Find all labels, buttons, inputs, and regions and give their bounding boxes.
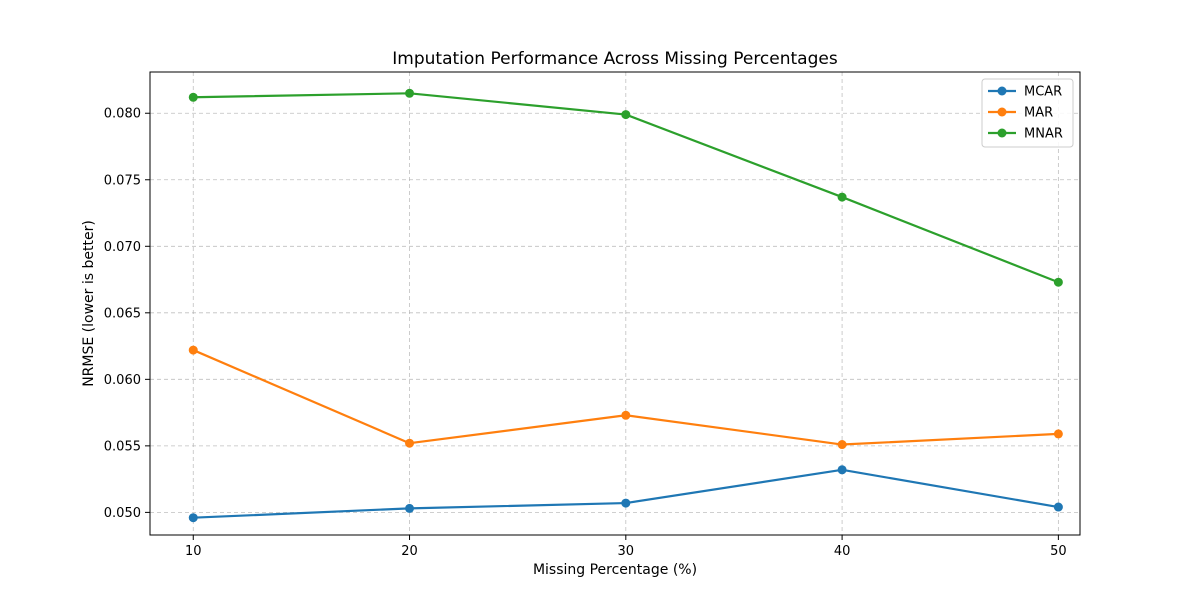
data-point-mar bbox=[188, 345, 198, 355]
legend-label-mnar: MNAR bbox=[1024, 127, 1063, 142]
y-tick-label: 0.060 bbox=[104, 373, 141, 388]
legend-label-mcar: MCAR bbox=[1024, 85, 1062, 100]
legend-marker-mar bbox=[997, 107, 1007, 117]
series-mar bbox=[188, 345, 1063, 450]
y-axis-label: NRMSE (lower is better) bbox=[81, 220, 97, 387]
data-point-mcar bbox=[1053, 502, 1063, 512]
series-layer bbox=[188, 88, 1063, 523]
data-point-mcar bbox=[837, 465, 847, 475]
x-tick-label: 40 bbox=[834, 544, 851, 559]
y-tick-label: 0.065 bbox=[104, 306, 141, 321]
plot-frame bbox=[149, 71, 1081, 536]
x-tick-label: 50 bbox=[1050, 544, 1067, 559]
x-axis-label: Missing Percentage (%) bbox=[533, 562, 697, 578]
data-point-mnar bbox=[188, 92, 198, 102]
x-tick-label: 30 bbox=[618, 544, 635, 559]
y-tick-label: 0.080 bbox=[104, 107, 141, 122]
data-point-mnar bbox=[1053, 277, 1063, 287]
y-tick-label: 0.075 bbox=[104, 173, 141, 188]
data-point-mcar bbox=[621, 498, 631, 508]
x-tick-label: 20 bbox=[401, 544, 418, 559]
series-mcar bbox=[188, 465, 1063, 523]
data-point-mnar bbox=[621, 110, 631, 120]
x-tick-label: 10 bbox=[185, 544, 202, 559]
y-tick-label: 0.070 bbox=[104, 240, 141, 255]
legend: MCAR MAR MNAR bbox=[981, 78, 1074, 148]
data-point-mar bbox=[1053, 429, 1063, 439]
legend-label-mar: MAR bbox=[1024, 106, 1053, 121]
data-point-mcar bbox=[405, 503, 415, 513]
series-mnar bbox=[188, 88, 1063, 287]
data-point-mnar bbox=[405, 88, 415, 98]
legend-marker-mcar bbox=[997, 86, 1007, 96]
data-point-mar bbox=[837, 440, 847, 450]
data-point-mnar bbox=[837, 192, 847, 202]
chart-title: Imputation Performance Across Missing Pe… bbox=[392, 49, 838, 69]
y-tick-label: 0.050 bbox=[104, 506, 141, 521]
y-tick-label: 0.055 bbox=[104, 439, 141, 454]
data-point-mcar bbox=[188, 513, 198, 523]
legend-marker-mnar bbox=[997, 128, 1007, 138]
data-point-mar bbox=[621, 410, 631, 420]
data-point-mar bbox=[405, 438, 415, 448]
ticks-layer: 10 20 30 40 50 0.050 0.055 0.060 0.065 0.070 0.075… bbox=[104, 107, 1067, 559]
